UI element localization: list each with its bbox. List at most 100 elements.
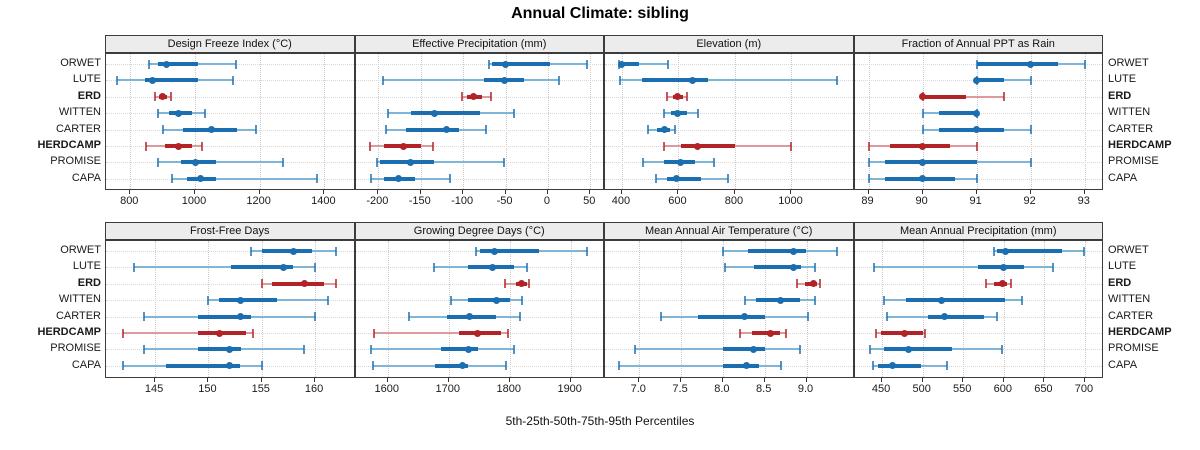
axis-tick-label: 450 [871,383,891,395]
row-gridline [605,113,853,115]
axis-tick-label: 0 [543,195,550,207]
median-dot [618,60,626,68]
median-dot [919,158,927,166]
axis-tick [1043,378,1045,382]
whisker-cap-5th [432,262,435,272]
whisker-cap-5th [375,157,378,167]
median-dot [502,60,510,68]
vertical-gridline [764,241,766,377]
box-25th-75th [165,363,241,368]
vertical-gridline [378,54,380,189]
vertical-gridline [1044,241,1046,377]
whisker-cap-95th [505,361,508,371]
box-25th-75th [938,111,977,116]
box-25th-75th [480,249,539,253]
axis-tick-label: -100 [451,195,474,207]
whisker-cap-5th [386,108,389,118]
median-dot [407,158,415,166]
median-dot [489,263,497,271]
median-dot [905,345,913,353]
median-dot [919,142,927,150]
site-label-left-carter: CARTER [55,309,101,322]
whisker-cap-5th [796,279,799,289]
whisker-cap-95th [335,279,338,289]
median-dot [469,93,477,101]
axis-tick-label: 150 [198,383,217,395]
site-label-left-orwet: ORWET [60,244,101,256]
whisker-cap-5th [921,125,924,135]
whisker-cap-95th [1020,295,1023,305]
vertical-gridline [505,54,507,189]
axis-tick-label: 600 [668,195,687,207]
axis-tick-label: 160 [304,383,324,395]
whisker-cap-5th [663,108,666,118]
axis-tick [419,190,421,194]
whisker-cap-5th [461,92,464,102]
whisker-cap-5th [153,92,156,102]
median-dot [236,313,244,321]
whisker-cap-95th [1083,59,1086,69]
vertical-gridline [722,241,724,377]
median-dot [148,76,156,84]
median-dot [694,142,702,150]
axis-tick [881,378,883,382]
axis-tick-label: -150 [408,195,431,207]
whisker-cap-95th [585,246,588,256]
box-25th-75th [667,176,702,181]
axis-tick-label: 500 [912,383,931,395]
vertical-gridline [315,241,317,377]
whisker-cap-95th [798,344,801,354]
row-gridline [854,146,1102,147]
vertical-gridline [678,54,680,189]
vertical-gridline [734,54,736,189]
median-dot [901,329,909,337]
whisker-5th-95th [133,266,316,269]
whisker-cap-5th [724,262,727,272]
axis-tick [377,190,379,194]
whisker-cap-5th [407,312,410,322]
whisker-cap-95th [316,174,319,184]
whisker-cap-95th [713,157,716,167]
median-dot [919,175,927,183]
box-25th-75th [197,347,242,352]
whisker-cap-95th [335,246,338,256]
median-dot [196,175,204,183]
whisker-cap-5th [122,328,125,338]
vertical-gridline [922,54,924,189]
median-dot [300,280,308,288]
vertical-gridline [681,241,683,377]
axis-tick-label: 550 [953,383,972,395]
axis-tick-label: 700 [1074,383,1094,395]
site-label-right-lute: LUTE [1108,260,1137,273]
median-dot [236,296,244,304]
axis-tick-label: 1000 [778,195,803,207]
whisker-cap-5th [450,295,453,305]
box-25th-75th [440,347,479,352]
axis-tick-label: 8.5 [756,383,772,395]
vertical-gridline [922,241,924,377]
axis-tick [1083,378,1085,382]
box-25th-75th [922,94,966,99]
site-label-left-herdcamp: HERDCAMP [37,139,101,151]
whisker-cap-95th [204,108,207,118]
whisker-cap-5th [867,157,870,167]
axis-tick [462,190,464,194]
axis-tick [589,190,591,194]
whisker-cap-5th [488,59,491,69]
median-dot [998,280,1006,288]
whisker-cap-5th [381,75,384,85]
box-25th-75th [938,127,1004,132]
box-25th-75th [491,62,551,66]
whisker-cap-95th [686,92,689,102]
whisker-cap-5th [743,295,746,305]
row-gridline [605,283,853,285]
site-label-right-carter: CARTER [1108,309,1154,322]
site-label-left-witten: WITTEN [58,293,101,306]
whisker-cap-5th [642,157,645,167]
row-gridline [106,96,354,98]
whisker-cap-95th [818,279,821,289]
panel-plot [354,240,604,378]
vertical-gridline [868,54,870,189]
whisker-cap-95th [813,295,816,305]
box-25th-75th [752,331,780,335]
